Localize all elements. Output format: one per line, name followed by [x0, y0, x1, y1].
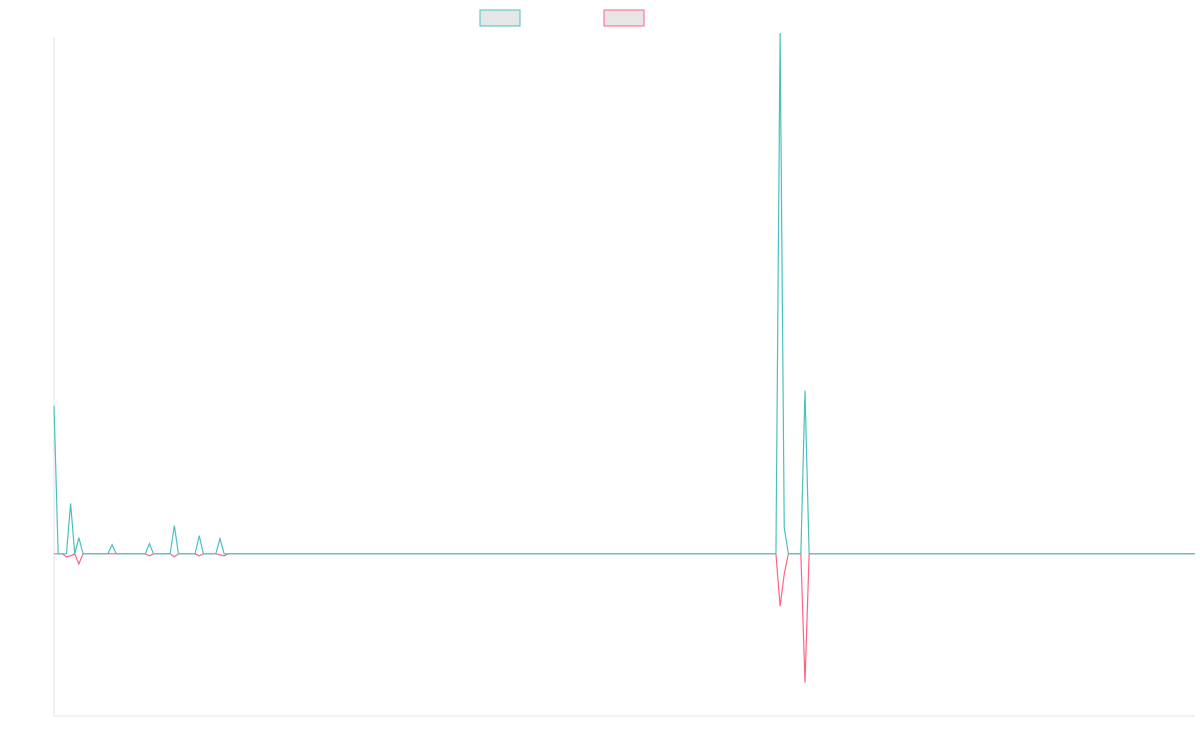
series-line-2: [54, 552, 1195, 683]
axes: [53, 37, 1195, 717]
legend-swatch-1[interactable]: [479, 9, 521, 27]
legend: [479, 9, 645, 27]
series-layer: [53, 32, 1195, 683]
series-line-1: [53, 32, 1195, 555]
legend-swatch-2[interactable]: [603, 9, 645, 27]
